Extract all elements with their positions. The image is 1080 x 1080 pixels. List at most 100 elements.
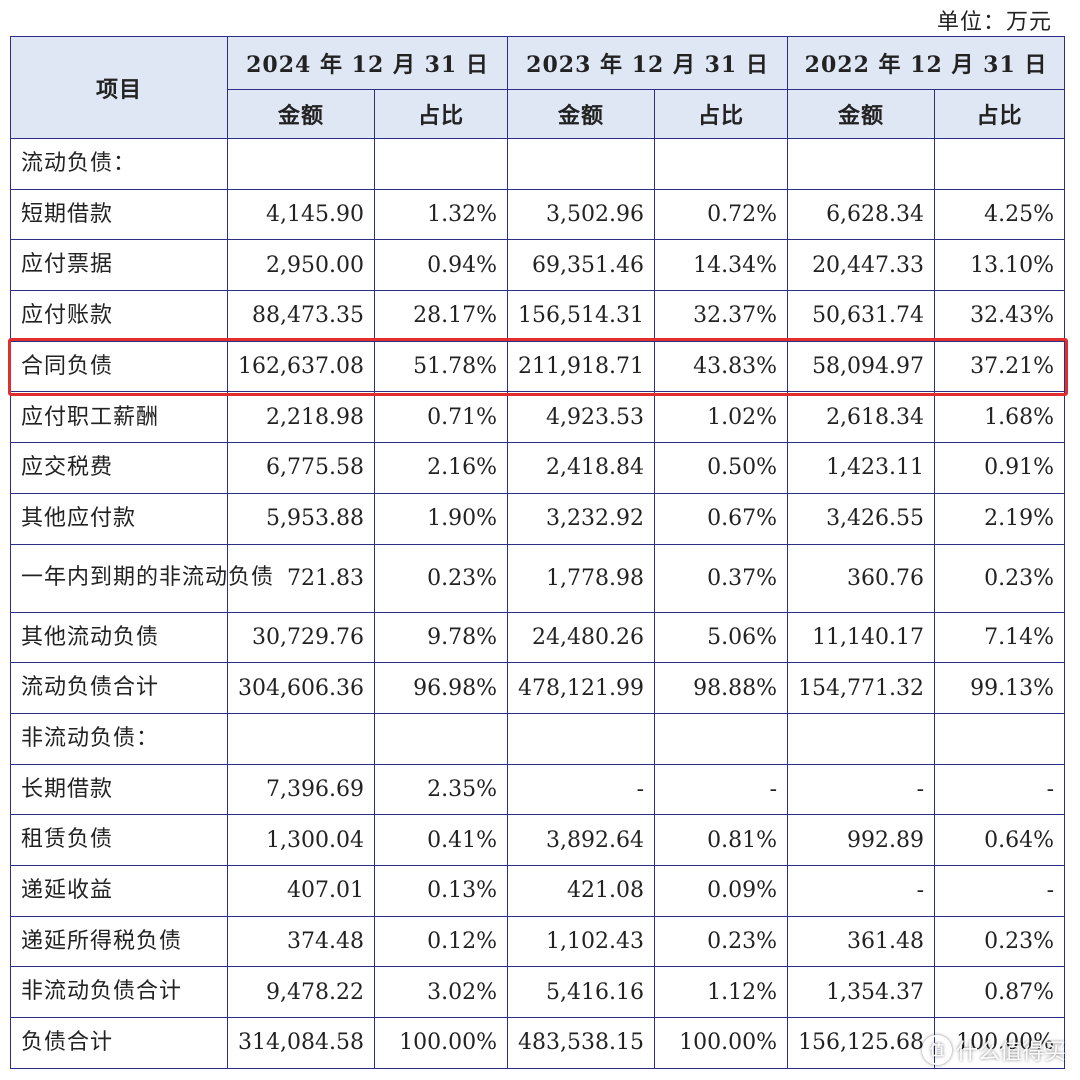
row-label: 应付职工薪酬 — [10, 391, 228, 444]
ratio-cell: 2.16% — [373, 442, 509, 494]
row-label: 其他流动负债 — [10, 611, 228, 664]
table-row: 递延所得税负债 374.48 0.12% 1,102.43 0.23% 361.48 0.2… — [10, 915, 1066, 968]
ratio-cell: 32.43% — [934, 290, 1066, 342]
ratio-cell: 98.88% — [654, 662, 789, 714]
row-label: 流动负债： — [10, 138, 228, 190]
ratio-cell: 32.37% — [654, 290, 789, 342]
amount-cell — [787, 712, 936, 765]
header-amount: 金额 — [787, 89, 936, 139]
row-label: 递延所得税负债 — [10, 915, 228, 968]
ratio-cell: 100.00% — [373, 1017, 509, 1069]
ratio-cell: 3.02% — [373, 966, 509, 1018]
watermark-logo-icon: 值 — [921, 1035, 952, 1065]
ratio-cell: 0.91% — [934, 442, 1066, 494]
ratio-cell: 0.09% — [654, 864, 789, 917]
row-label: 租赁负债 — [10, 814, 228, 866]
table-row: 应付票据 2,950.00 0.94% 69,351.46 14.34% 20,447.3… — [10, 239, 1066, 292]
amount-cell: 407.01 — [227, 864, 375, 917]
amount-cell — [507, 712, 656, 765]
amount-cell: 58,094.97 — [787, 340, 936, 393]
header-amount: 金额 — [227, 89, 375, 139]
ratio-cell: 13.10% — [934, 239, 1066, 292]
ratio-cell: 37.21% — [934, 340, 1066, 393]
amount-cell: 1,354.37 — [787, 966, 936, 1018]
table-row: 长期借款 7,396.69 2.35% - - - - — [10, 763, 1066, 816]
table-row: 其他应付款 5,953.88 1.90% 3,232.92 0.67% 3,426.55 2… — [10, 492, 1066, 545]
ratio-cell: 1.02% — [654, 391, 789, 444]
amount-cell: 156,514.31 — [507, 290, 656, 342]
row-label: 应付账款 — [10, 290, 228, 342]
liability-table: 项目 2024 年 12 月 31 日 2023 年 12 月 31 日 202… — [10, 36, 1066, 1069]
ratio-cell: 1.90% — [373, 492, 509, 545]
ratio-cell — [654, 712, 789, 765]
amount-cell: 3,426.55 — [787, 492, 936, 545]
ratio-cell: 0.87% — [934, 966, 1066, 1018]
amount-cell: 88,473.35 — [227, 290, 375, 342]
header-period-2023: 2023 年 12 月 31 日 — [507, 36, 789, 90]
watermark: 值 什么值得买 — [921, 1034, 1066, 1066]
amount-cell: 2,618.34 — [787, 391, 936, 444]
ratio-cell: 0.13% — [373, 864, 509, 917]
header-item: 项目 — [10, 36, 228, 139]
amount-cell: 314,084.58 — [227, 1017, 375, 1069]
ratio-cell: 14.34% — [654, 239, 789, 292]
table-row: 流动负债： — [10, 138, 1066, 190]
amount-cell: 162,637.08 — [227, 340, 375, 393]
row-label: 应付票据 — [10, 239, 228, 292]
ratio-cell: 2.35% — [373, 763, 509, 816]
table-row: 递延收益 407.01 0.13% 421.08 0.09% - - — [10, 864, 1066, 917]
amount-cell: 69,351.46 — [507, 239, 656, 292]
ratio-cell: 9.78% — [373, 611, 509, 664]
ratio-cell: 0.71% — [373, 391, 509, 444]
ratio-cell: 0.72% — [654, 188, 789, 241]
amount-cell: 5,953.88 — [227, 492, 375, 545]
row-label: 非流动负债： — [10, 712, 228, 765]
row-label: 非流动负债合计 — [10, 966, 228, 1018]
amount-cell: 1,102.43 — [507, 915, 656, 968]
ratio-cell: 43.83% — [654, 340, 789, 393]
header-ratio: 占比 — [373, 89, 509, 139]
amount-cell: 211,918.71 — [507, 340, 656, 393]
amount-cell: 156,125.68 — [787, 1017, 936, 1069]
ratio-cell: 0.23% — [934, 543, 1066, 613]
ratio-cell — [373, 712, 509, 765]
table-row: 应付账款 88,473.35 28.17% 156,514.31 32.37% 50,63… — [10, 290, 1066, 342]
ratio-cell — [934, 138, 1066, 190]
amount-cell: 2,418.84 — [507, 442, 656, 494]
amount-cell: 360.76 — [787, 543, 936, 613]
amount-cell: - — [507, 763, 656, 816]
ratio-cell: 100.00% — [654, 1017, 789, 1069]
row-label: 应交税费 — [10, 442, 228, 494]
amount-cell: 1,423.11 — [787, 442, 936, 494]
amount-cell: 478,121.99 — [507, 662, 656, 714]
amount-cell: 3,232.92 — [507, 492, 656, 545]
amount-cell: 24,480.26 — [507, 611, 656, 664]
amount-cell: 11,140.17 — [787, 611, 936, 664]
unit-label: 单位：万元 — [936, 10, 1052, 35]
ratio-cell: 0.67% — [654, 492, 789, 545]
amount-cell: 3,892.64 — [507, 814, 656, 866]
ratio-cell: 100.00% — [934, 1017, 1066, 1069]
amount-cell: 5,416.16 — [507, 966, 656, 1018]
amount-cell: 30,729.76 — [227, 611, 375, 664]
ratio-cell: 1.32% — [373, 188, 509, 241]
ratio-cell — [373, 138, 509, 190]
amount-cell: 9,478.22 — [227, 966, 375, 1018]
row-label: 递延收益 — [10, 864, 228, 917]
amount-cell: 992.89 — [787, 814, 936, 866]
header-amount: 金额 — [507, 89, 656, 139]
amount-cell: 4,145.90 — [227, 188, 375, 241]
ratio-cell: 0.23% — [934, 915, 1066, 968]
amount-cell: 6,628.34 — [787, 188, 936, 241]
table-row: 短期借款 4,145.90 1.32% 3,502.96 0.72% 6,628.34 4.… — [10, 188, 1066, 241]
table-row: 负债合计 314,084.58 100.00% 483,538.15 100.00% 15… — [10, 1017, 1066, 1069]
amount-cell: 154,771.32 — [787, 662, 936, 714]
row-label: 短期借款 — [10, 188, 228, 241]
amount-cell — [227, 712, 375, 765]
ratio-cell: 2.19% — [934, 492, 1066, 545]
row-label: 其他应付款 — [10, 492, 228, 545]
ratio-cell: 1.12% — [654, 966, 789, 1018]
table-row: 租赁负债 1,300.04 0.41% 3,892.64 0.81% 992.89 0.64… — [10, 814, 1066, 866]
ratio-cell: 0.64% — [934, 814, 1066, 866]
ratio-cell: 4.25% — [934, 188, 1066, 241]
